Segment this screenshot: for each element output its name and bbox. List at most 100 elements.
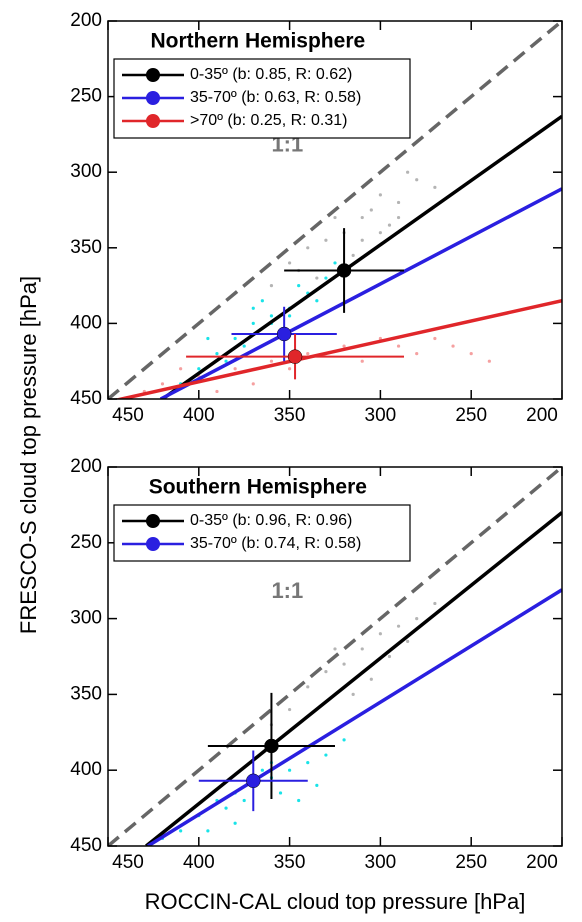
cloud-point <box>360 215 364 220</box>
cloud-point <box>269 359 274 363</box>
cloud-point <box>451 344 455 348</box>
cloud-point <box>206 336 210 341</box>
chart-title: Northern Hemisphere <box>150 30 365 53</box>
cloud-point <box>378 632 382 636</box>
y-tick-label: 200 <box>70 10 102 31</box>
plot-area <box>108 21 562 399</box>
y-tick-label: 300 <box>70 161 102 182</box>
x-axis-label: ROCCIN-CAL cloud top pressure [hPa] <box>145 889 526 914</box>
cloud-point <box>324 276 328 280</box>
y-tick-label: 450 <box>70 835 102 856</box>
cloud-point <box>333 647 337 651</box>
cloud-point <box>251 306 255 310</box>
cloud-point <box>387 223 392 227</box>
cloud-point <box>260 299 264 303</box>
x-tick-label: 350 <box>274 405 306 426</box>
fit-line <box>147 588 562 846</box>
cloud-point <box>324 238 328 242</box>
y-tick-label: 300 <box>70 608 102 629</box>
x-tick-label: 400 <box>183 405 215 426</box>
cloud-point <box>306 352 310 356</box>
legend-marker <box>146 91 160 105</box>
y-tick-label: 350 <box>70 683 102 704</box>
cloud-point <box>206 829 210 833</box>
mean-point <box>276 326 292 342</box>
cloud-point <box>315 276 319 280</box>
cloud-point <box>288 261 292 265</box>
cloud-point <box>224 359 228 363</box>
cloud-point <box>387 654 392 659</box>
cloud-point <box>415 352 419 356</box>
cloud-point <box>179 829 183 833</box>
x-tick-label: 300 <box>365 852 397 873</box>
legend-marker <box>146 514 160 528</box>
legend-label: 35-70º (b: 0.74, R: 0.58) <box>190 535 361 552</box>
cloud-point <box>315 299 319 303</box>
panel: 1:1 200 250 300 350 400 450 450 400 350 300 250 200 S… <box>70 456 563 873</box>
cloud-point <box>288 707 292 712</box>
cloud-point <box>406 639 410 643</box>
x-tick-label: 250 <box>455 852 487 873</box>
x-tick-label: 200 <box>526 852 558 873</box>
x-tick-label: 200 <box>526 405 558 426</box>
cloud-point <box>406 170 410 174</box>
x-tick-label: 400 <box>183 852 215 873</box>
cloud-point <box>215 352 219 356</box>
cloud-point <box>415 617 419 621</box>
plot-frame <box>107 466 563 847</box>
cloud-point <box>369 208 373 212</box>
mean-point <box>264 738 279 754</box>
y-tick-label: 400 <box>70 312 102 333</box>
cloud-point <box>306 761 310 765</box>
cloud-point <box>351 692 355 697</box>
plot-area <box>108 467 562 846</box>
legend-marker <box>146 114 160 128</box>
mean-point <box>246 773 261 789</box>
cloud-point <box>433 336 437 341</box>
cloud-point <box>342 738 346 742</box>
identity-line <box>108 21 562 399</box>
cloud-point <box>415 178 419 182</box>
cloud-point <box>333 215 337 220</box>
cloud-point <box>433 185 437 189</box>
cloud-point <box>251 321 255 325</box>
cloud-point <box>160 382 165 386</box>
cloud-point <box>360 647 364 651</box>
annotation: 1:1 <box>271 578 303 603</box>
fit-line <box>113 299 562 399</box>
cloud-point <box>324 670 328 674</box>
y-tick-label: 400 <box>70 759 102 780</box>
legend-label: 35-70º (b: 0.63, R: 0.58) <box>190 89 361 106</box>
cloud-point <box>351 253 355 257</box>
cloud-point <box>288 367 292 371</box>
cloud-point <box>306 685 310 689</box>
legend-marker <box>146 537 160 551</box>
cloud-point <box>297 284 301 288</box>
cloud-point <box>396 624 401 628</box>
legend-frame <box>113 504 411 562</box>
cloud-point <box>297 798 301 803</box>
x-tick-label: 300 <box>365 405 397 426</box>
cloud-point <box>469 352 473 356</box>
cloud-point <box>396 344 401 348</box>
mean-point <box>287 349 303 364</box>
fit-line <box>159 187 562 399</box>
cloud-point <box>215 389 219 394</box>
cloud-point <box>487 359 491 363</box>
fit-line <box>145 511 562 846</box>
cloud-point <box>378 231 382 235</box>
cloud-point <box>251 382 255 386</box>
cloud-point <box>197 367 201 371</box>
y-axis-label: FRESCO-S cloud top pressure [hPa] <box>16 276 41 634</box>
cloud-point <box>269 284 274 288</box>
y-tick-label: 200 <box>70 456 102 477</box>
cloud-point <box>260 768 264 772</box>
cloud-point <box>179 367 183 371</box>
cloud-point <box>224 806 228 810</box>
y-tick-label: 250 <box>70 86 102 107</box>
cloud-point <box>360 238 364 242</box>
mean-point <box>336 263 352 278</box>
cloud-point <box>233 367 237 371</box>
x-tick-label: 450 <box>112 852 144 873</box>
